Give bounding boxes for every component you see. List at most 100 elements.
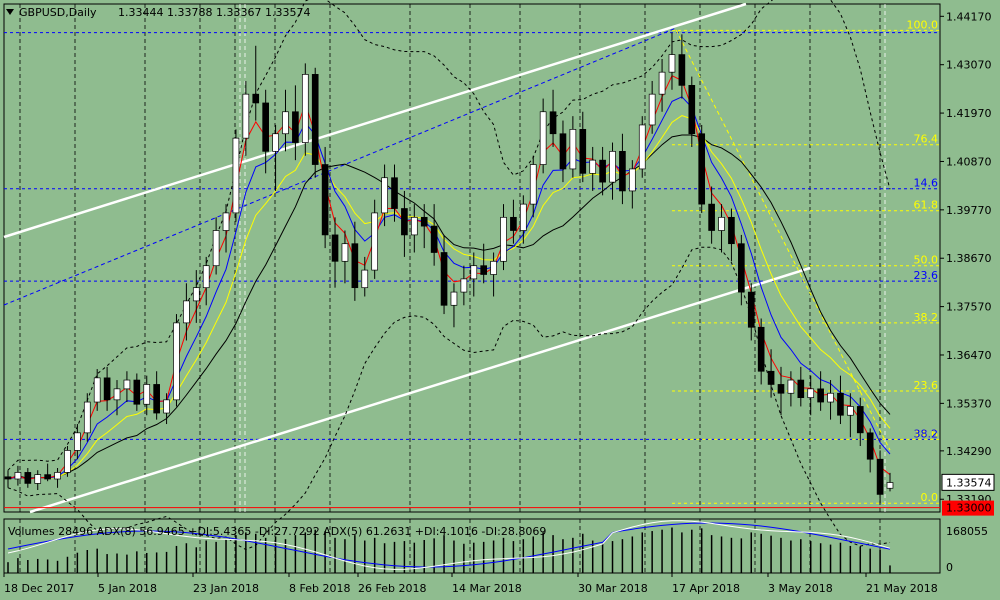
date-label: 8 Feb 2018 — [289, 582, 350, 595]
candle-body — [401, 208, 408, 236]
candle-body — [807, 388, 815, 398]
fib-level-label: 50.0 — [914, 254, 939, 267]
candle — [272, 124, 279, 191]
candle-body — [4, 476, 12, 480]
candle — [391, 164, 398, 222]
date-label: 26 Feb 2018 — [358, 582, 426, 595]
candle-body — [371, 212, 378, 271]
candle-body — [638, 124, 646, 170]
candle — [331, 217, 339, 288]
candle — [83, 393, 91, 442]
candle — [698, 124, 706, 213]
indicator-header: Volumes 28496 ADX(8) 56.9465 +DI:5.4365 … — [8, 525, 546, 538]
price-axis-label: 1.36470 — [946, 349, 992, 362]
blue-level-label: 38.2 — [914, 427, 939, 440]
candle — [361, 256, 369, 297]
candle-body — [242, 93, 250, 139]
candle — [579, 111, 587, 183]
candle-body — [738, 243, 745, 293]
price-axis-label: 1.38670 — [946, 252, 992, 265]
candle — [539, 98, 547, 174]
candle — [757, 318, 765, 385]
candle-body — [589, 159, 597, 174]
symbol-label: GBPUSD,Daily — [19, 6, 97, 19]
fib-level-label: 23.6 — [914, 379, 939, 392]
candle — [747, 283, 755, 341]
date-label: 21 May 2018 — [866, 582, 938, 595]
channel-upper-line — [3, 2, 747, 239]
candle — [420, 204, 428, 249]
adx-di-line — [7, 520, 891, 570]
candle — [678, 34, 686, 99]
trend-line-blue — [3, 27, 677, 306]
candle — [708, 186, 715, 244]
candle-body — [44, 474, 51, 480]
fib-level-label: 61.8 — [914, 199, 939, 212]
candle-body — [143, 384, 151, 405]
fib-level-label: 38.2 — [914, 311, 939, 324]
date-label: 14 Mar 2018 — [452, 582, 522, 595]
ma-black — [7, 134, 891, 480]
candle — [807, 375, 815, 416]
volume-bars — [7, 527, 891, 573]
candle-body — [658, 71, 666, 95]
candle — [173, 314, 180, 407]
candle — [14, 465, 22, 486]
candle — [74, 424, 81, 460]
candle-body — [579, 129, 587, 174]
candle — [648, 80, 656, 134]
candle-body — [133, 379, 141, 405]
candle — [856, 397, 864, 447]
candle-body — [609, 150, 616, 183]
candle-body — [351, 243, 359, 289]
candle-body — [440, 252, 448, 306]
candle — [520, 195, 527, 244]
candle-body — [708, 203, 715, 231]
candle-body — [74, 432, 81, 451]
candle-body — [866, 432, 874, 460]
fib-level-label: 100.0 — [907, 18, 939, 31]
candle-body — [490, 260, 497, 275]
candle-body — [559, 133, 567, 170]
price-axis-label: 1.34290 — [946, 445, 992, 458]
chart-header — [6, 9, 14, 15]
candle-body — [321, 164, 329, 236]
candle — [24, 468, 32, 488]
candle — [64, 446, 71, 477]
candle-body — [549, 111, 557, 135]
candle-body — [539, 111, 547, 165]
candle-body — [619, 150, 626, 192]
date-label: 17 Apr 2018 — [672, 582, 740, 595]
candle-body — [569, 129, 577, 170]
candle-body — [54, 472, 61, 480]
candle-body — [787, 379, 795, 394]
fib-level-label: 14.6 — [914, 427, 939, 440]
candle — [4, 470, 12, 488]
date-label: 30 Mar 2018 — [578, 582, 648, 595]
candle-body — [361, 269, 369, 289]
candle-body — [153, 384, 160, 414]
candle-body — [817, 388, 824, 403]
candle-body — [767, 370, 775, 385]
bollinger-upper — [7, 0, 891, 471]
candle-body — [202, 265, 210, 289]
candle — [668, 32, 676, 90]
candle-body — [688, 85, 696, 135]
candle-body — [500, 216, 507, 262]
candle-body — [757, 326, 765, 372]
candle — [638, 116, 646, 178]
candle — [817, 371, 824, 411]
channel-lower-line — [29, 266, 811, 514]
candle-body — [847, 406, 854, 416]
blue-level-label: 23.6 — [914, 269, 939, 282]
candle — [401, 190, 408, 257]
candle — [738, 234, 745, 306]
candles — [4, 32, 894, 504]
candle — [450, 283, 458, 328]
candle — [222, 204, 230, 253]
ohlc-values: 1.33444 1.33788 1.33367 1.33574 — [118, 6, 310, 19]
candle-body — [341, 243, 349, 262]
candle — [787, 371, 795, 407]
candle-body — [480, 265, 488, 275]
